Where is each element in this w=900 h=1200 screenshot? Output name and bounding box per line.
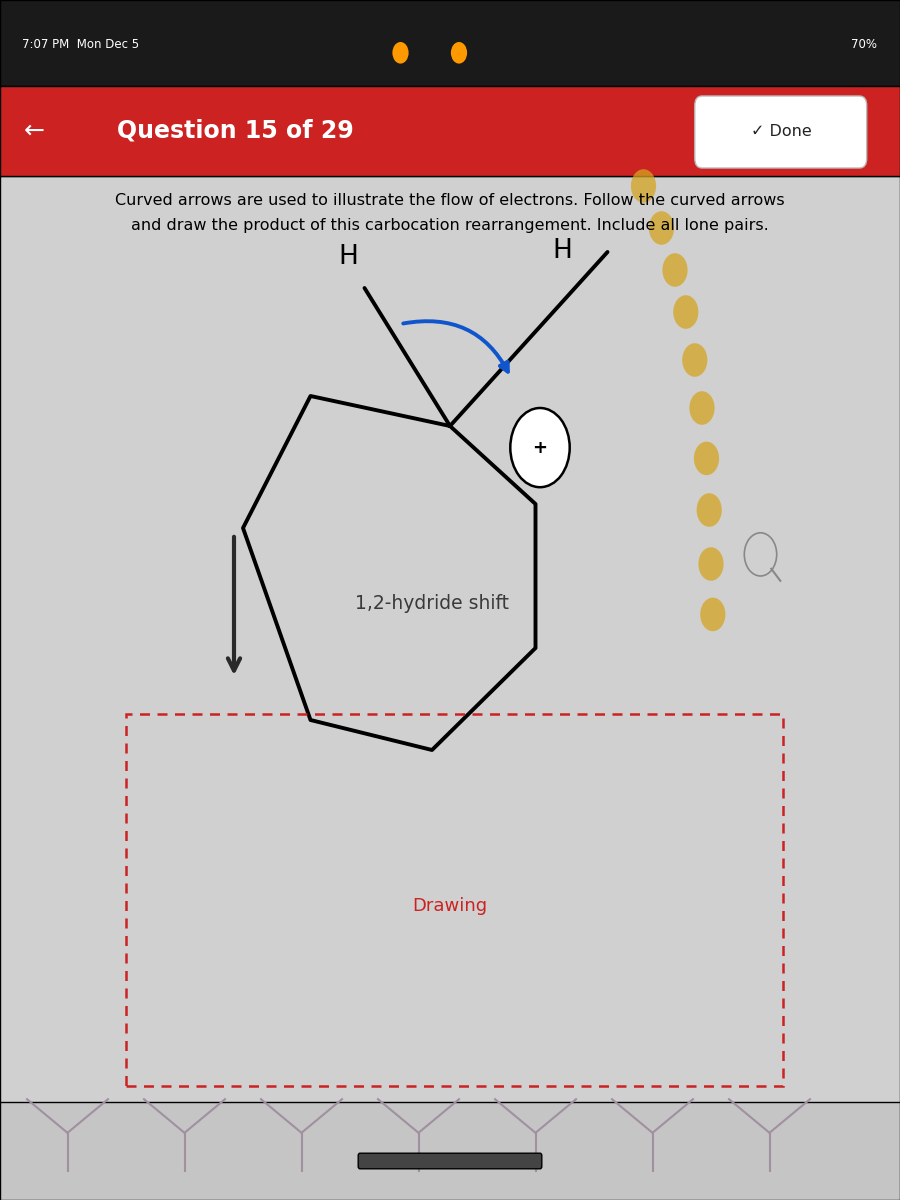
Text: H: H [338, 244, 358, 270]
FancyBboxPatch shape [0, 1102, 900, 1200]
Circle shape [689, 391, 715, 425]
Text: H: H [553, 238, 572, 264]
Circle shape [673, 295, 698, 329]
Text: Drawing: Drawing [412, 898, 488, 914]
Text: Question 15 of 29: Question 15 of 29 [117, 119, 354, 143]
Circle shape [662, 253, 688, 287]
Circle shape [698, 547, 724, 581]
Text: 1,2-hydride shift: 1,2-hydride shift [355, 594, 509, 613]
Circle shape [510, 408, 570, 487]
Text: 70%: 70% [851, 38, 878, 50]
Text: 7:07 PM  Mon Dec 5: 7:07 PM Mon Dec 5 [22, 38, 140, 50]
Text: Curved arrows are used to illustrate the flow of electrons. Follow the curved ar: Curved arrows are used to illustrate the… [115, 193, 785, 208]
Circle shape [700, 598, 725, 631]
Circle shape [649, 211, 674, 245]
Text: ←: ← [23, 119, 45, 143]
FancyArrowPatch shape [403, 322, 508, 372]
FancyBboxPatch shape [0, 176, 900, 1200]
Circle shape [694, 442, 719, 475]
Text: ✓ Done: ✓ Done [751, 125, 812, 139]
Circle shape [631, 169, 656, 203]
FancyBboxPatch shape [0, 86, 900, 176]
FancyBboxPatch shape [0, 0, 900, 86]
Circle shape [451, 42, 467, 64]
Circle shape [392, 42, 409, 64]
Circle shape [697, 493, 722, 527]
Text: +: + [533, 438, 547, 456]
FancyBboxPatch shape [695, 96, 867, 168]
Text: and draw the product of this carbocation rearrangement. Include all lone pairs.: and draw the product of this carbocation… [131, 218, 769, 233]
FancyBboxPatch shape [358, 1153, 542, 1169]
Circle shape [682, 343, 707, 377]
